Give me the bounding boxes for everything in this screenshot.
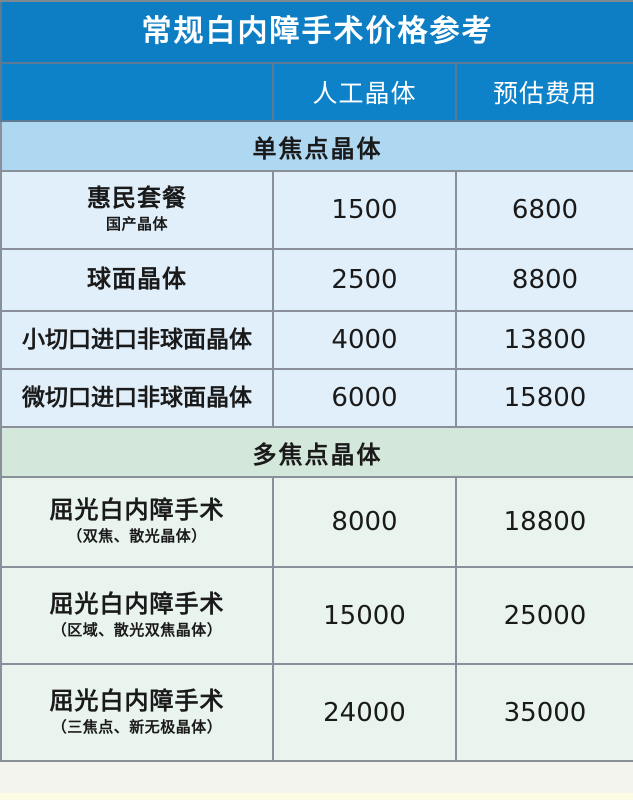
section-heading-label: 多焦点晶体 (252, 440, 383, 469)
row-name-cell: 屈光白内障手术 （区域、散光双焦晶体） (0, 566, 274, 665)
row-lens-price: 4000 (272, 310, 457, 370)
column-header-fee: 预估费用 (455, 62, 633, 122)
table-row: 惠民套餐 国产晶体 1500 6800 (0, 170, 633, 250)
row-fee-price: 13800 (455, 310, 633, 370)
table-row: 球面晶体 2500 8800 (0, 248, 633, 312)
row-name-sub: （三焦点、新无极晶体） (51, 717, 223, 736)
row-name-main: 球面晶体 (87, 265, 187, 294)
row-fee-price: 6800 (455, 170, 633, 250)
row-lens-price: 1500 (272, 170, 457, 250)
section-heading-multi-focus: 多焦点晶体 (0, 426, 633, 478)
row-lens-price: 6000 (272, 368, 457, 428)
row-fee-price: 15800 (455, 368, 633, 428)
row-fee-price: 18800 (455, 476, 633, 568)
section-heading-single-focus: 单焦点晶体 (0, 120, 633, 172)
section-header-row-single-focus: 单焦点晶体 (0, 120, 633, 172)
table-row: 屈光白内障手术 （区域、散光双焦晶体） 15000 25000 (0, 566, 633, 665)
row-name-main: 屈光白内障手术 (49, 589, 225, 618)
row-name-main: 屈光白内障手术 (49, 496, 225, 525)
row-fee-price: 25000 (455, 566, 633, 665)
column-header-lens-label: 人工晶体 (312, 79, 417, 108)
section-header-row-multi-focus: 多焦点晶体 (0, 426, 633, 478)
row-lens-price: 24000 (272, 663, 457, 762)
table-row: 屈光白内障手术 （三焦点、新无极晶体） 24000 35000 (0, 663, 633, 762)
section-heading-label: 单焦点晶体 (252, 134, 383, 163)
page-title: 常规白内障手术价格参考 (141, 14, 494, 49)
row-name-cell: 惠民套餐 国产晶体 (0, 170, 274, 250)
row-name-cell: 小切口进口非球面晶体 (0, 310, 274, 370)
column-header-fee-label: 预估费用 (492, 79, 597, 108)
row-name-main: 惠民套餐 (87, 184, 187, 213)
price-table-body: 常规白内障手术价格参考 人工晶体 预估费用 单焦点晶体 (0, 0, 633, 762)
row-fee-price: 35000 (455, 663, 633, 762)
title-row: 常规白内障手术价格参考 (0, 0, 633, 64)
row-name-main: 小切口进口非球面晶体 (22, 326, 252, 353)
row-lens-price: 15000 (272, 566, 457, 665)
row-fee-price: 8800 (455, 248, 633, 312)
table-row: 屈光白内障手术 （双焦、散光晶体） 8000 18800 (0, 476, 633, 568)
row-name-cell: 屈光白内障手术 （三焦点、新无极晶体） (0, 663, 274, 762)
row-name-sub: （区域、散光双焦晶体） (51, 620, 223, 639)
table-title-cell: 常规白内障手术价格参考 (0, 0, 633, 64)
row-name-main: 屈光白内障手术 (49, 686, 225, 715)
column-header-lens: 人工晶体 (272, 62, 457, 122)
column-header-blank (0, 62, 274, 122)
row-name-main: 微切口进口非球面晶体 (22, 384, 252, 411)
row-name-sub: 国产晶体 (105, 215, 168, 234)
bottom-edge-strip (0, 793, 633, 800)
row-name-sub: （双焦、散光晶体） (67, 527, 207, 546)
column-header-row: 人工晶体 预估费用 (0, 62, 633, 122)
table-row: 小切口进口非球面晶体 4000 13800 (0, 310, 633, 370)
row-name-cell: 微切口进口非球面晶体 (0, 368, 274, 428)
price-table: 常规白内障手术价格参考 人工晶体 预估费用 单焦点晶体 (0, 0, 633, 762)
row-name-cell: 屈光白内障手术 （双焦、散光晶体） (0, 476, 274, 568)
row-lens-price: 2500 (272, 248, 457, 312)
table-row: 微切口进口非球面晶体 6000 15800 (0, 368, 633, 428)
row-lens-price: 8000 (272, 476, 457, 568)
row-name-cell: 球面晶体 (0, 248, 274, 312)
